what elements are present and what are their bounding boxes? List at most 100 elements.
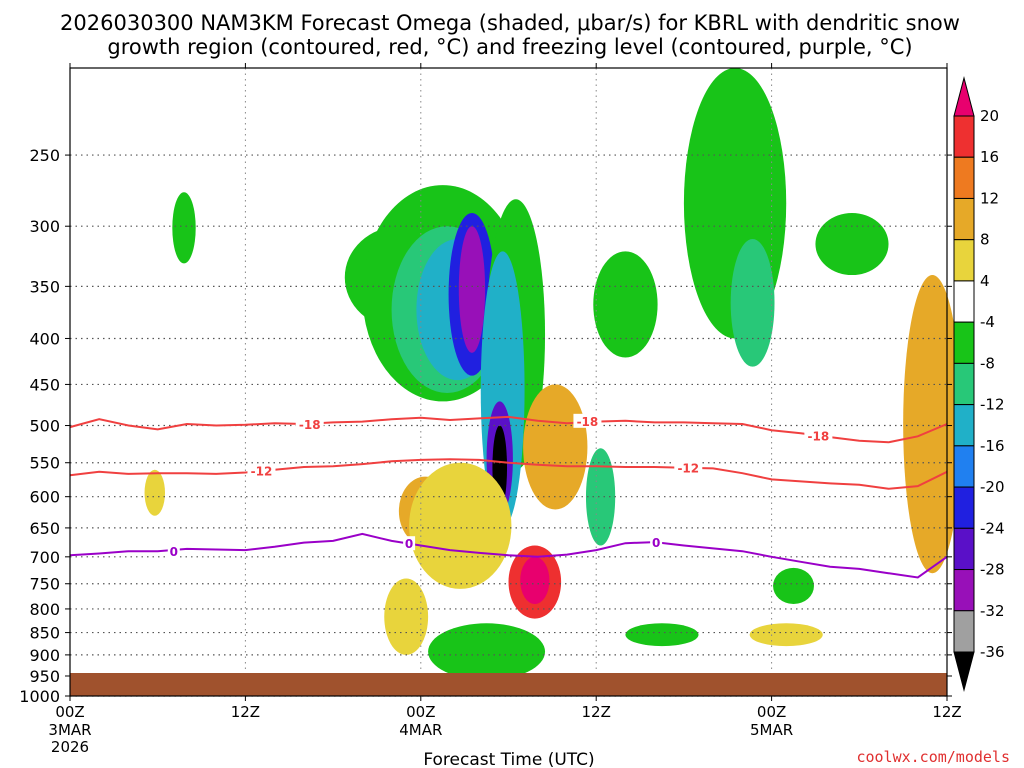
y-tick-label-10: 750 [29,575,60,594]
credit-text: coolwx.com/models [856,748,1010,766]
y-tick-label-2: 350 [29,277,60,296]
omega-feature-22 [593,251,658,358]
y-tick-label-1: 300 [29,217,60,236]
x-tick-label-5: 12Z [932,703,961,721]
colorbar-label-0: 20 [980,107,999,125]
colorbar-segment-14 [953,651,975,692]
colorbar-label-6: -8 [980,354,995,372]
contour-label-2-1: 0 [405,537,413,551]
colorbar-segment-4 [953,239,975,282]
colorbar-segment-2 [953,156,975,199]
omega-feature-27 [625,623,699,647]
y-axis-ticks: 250 300 350 400 450 500 550 600 650 700 750 800 850 9… [19,146,952,706]
ground-below-surface [70,673,947,696]
colorbar-label-13: -36 [980,643,1005,661]
x-tick-label-4: 00Z [757,703,786,721]
contour-label-0-0: -18 [299,418,321,432]
contour-line-0 [69,415,948,444]
contour-label-bg-0-2 [804,428,833,443]
omega-feature-23 [815,212,889,276]
omega-feature-1 [172,192,196,264]
omega-feature-21 [730,239,775,367]
y-tick-label-8: 650 [29,519,60,538]
y-tick-label-4: 450 [29,375,60,394]
colorbar-label-3: 8 [980,231,990,249]
contours: -18 -18 -18 -12 -12 0 0 0 [69,413,948,579]
x-tick-label-2: 00Z [406,703,435,721]
colorbar-label-10: -24 [980,519,1005,537]
x-tick-label-3: 12Z [582,703,611,721]
chart-title-line-1: 2026030300 NAM3KM Forecast Omega (shaded… [60,11,960,35]
contour-label-0-1: -18 [577,415,599,429]
plot-border [69,67,948,697]
y-tick-label-3: 400 [29,329,60,348]
contour-label-2-2: 0 [652,536,660,550]
colorbar-label-11: -28 [980,561,1005,579]
colorbar-label-8: -16 [980,437,1005,455]
chart-title-line-2: growth region (contoured, red, °C) and f… [107,35,912,59]
colorbar-segment-10 [953,486,975,529]
colorbar-segment-11 [953,527,975,571]
omega-feature-7 [458,226,486,353]
y-tick-label-11: 800 [29,600,60,619]
omega-feature-28 [384,578,429,655]
y-tick-label-0: 250 [29,146,60,165]
colorbar-segment-8 [953,404,975,447]
omega-feature-15 [523,384,588,510]
contour-label-bg-2-2 [650,535,663,550]
colorbar-segment-5 [953,280,975,323]
contour-label-bg-0-1 [573,413,602,428]
omega-feature-19 [428,623,546,681]
omega-feature-18 [585,448,616,546]
colorbar-segment-7 [953,362,975,406]
colorbar-segment-3 [953,197,975,241]
contour-label-bg-2-0 [167,544,180,559]
y-tick-label-13: 900 [29,646,60,665]
omega-feature-26 [773,567,814,605]
grid-lines [70,68,947,697]
x-tick-date-4: 5MAR [750,721,793,739]
x-tick-label-1: 12Z [231,703,260,721]
omega-feature-25 [749,623,823,647]
y-tick-label-12: 850 [29,624,60,643]
plot-area: -18 -18 -18 -12 -12 0 0 0 [69,67,962,697]
colorbar-label-1: 16 [980,148,999,166]
contour-label-1-1: -12 [677,462,699,476]
omega-feature-0 [144,469,166,516]
x-tick-label-0: 00Z [55,703,84,721]
colorbar-label-9: -20 [980,478,1005,496]
y-tick-label-14: 950 [29,667,60,686]
contour-label-bg-1-0 [247,463,276,478]
y-tick-label-9: 700 [29,548,60,567]
colorbar-label-7: -12 [980,396,1005,414]
contour-line-1 [69,458,948,490]
contour-label-bg-0-0 [295,416,324,431]
x-tick-date-0: 3MAR [48,721,91,739]
omega-feature-14 [409,462,512,589]
y-tick-label-6: 550 [29,454,60,473]
colorbar-segment-6 [953,321,975,364]
omega-feature-17 [520,556,550,605]
y-tick-label-15: 1000 [19,687,60,706]
colorbar-label-4: 4 [980,272,990,290]
colorbar-label-2: 12 [980,189,999,207]
y-tick-label-5: 500 [29,417,60,436]
colorbar-segment-13 [953,610,975,653]
contour-label-1-0: -12 [251,464,273,478]
colorbar-segment-12 [953,569,975,612]
y-tick-label-7: 600 [29,488,60,507]
x-tick-date-2: 4MAR [399,721,442,739]
colorbar-segment-1 [953,115,975,158]
contour-label-bg-2-1 [403,536,416,551]
contour-label-2-0: 0 [170,545,178,559]
colorbar-label-5: -4 [980,313,995,331]
colorbar-label-12: -32 [980,602,1005,620]
contour-label-0-2: -18 [808,430,830,444]
colorbar-segment-9 [953,445,975,488]
colorbar: 20 16 12 8 4 -4 -8 -12 -16 -20 -24 -28 -32 -36 [953,76,1005,692]
contour-line-2 [69,532,948,579]
x-tick-year-0: 2026 [51,738,89,756]
x-axis-title: Forecast Time (UTC) [423,750,594,768]
